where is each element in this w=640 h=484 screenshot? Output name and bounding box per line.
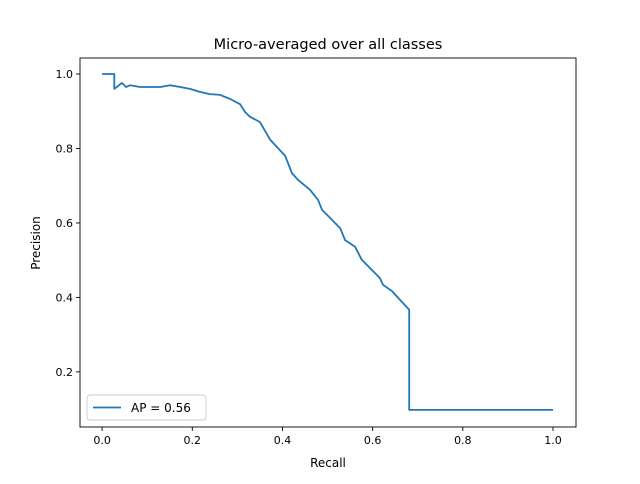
y-tick-label: 0.4	[56, 291, 74, 304]
x-tick-label: 0.0	[93, 434, 111, 447]
x-tick-label: 0.2	[184, 434, 202, 447]
series-line	[102, 73, 553, 411]
legend-label: AP = 0.56	[131, 401, 191, 415]
y-tick-label: 1.0	[56, 68, 74, 81]
legend-box	[86, 394, 207, 421]
x-tick-label: 0.8	[454, 434, 472, 447]
y-tick-label: 0.8	[56, 142, 74, 155]
x-tick-label: 1.0	[544, 434, 562, 447]
chart-title: Micro-averaged over all classes	[214, 37, 443, 53]
y-tick-label: 0.6	[56, 217, 74, 230]
x-axis-label: Recall	[310, 456, 346, 470]
x-tick-label: 0.4	[274, 434, 292, 447]
axes-frame	[79, 57, 577, 428]
y-axis-label: Precision	[29, 216, 43, 270]
legend: AP = 0.56	[86, 394, 207, 421]
y-tick-label: 0.2	[56, 366, 74, 379]
x-tick-label: 0.6	[364, 434, 382, 447]
